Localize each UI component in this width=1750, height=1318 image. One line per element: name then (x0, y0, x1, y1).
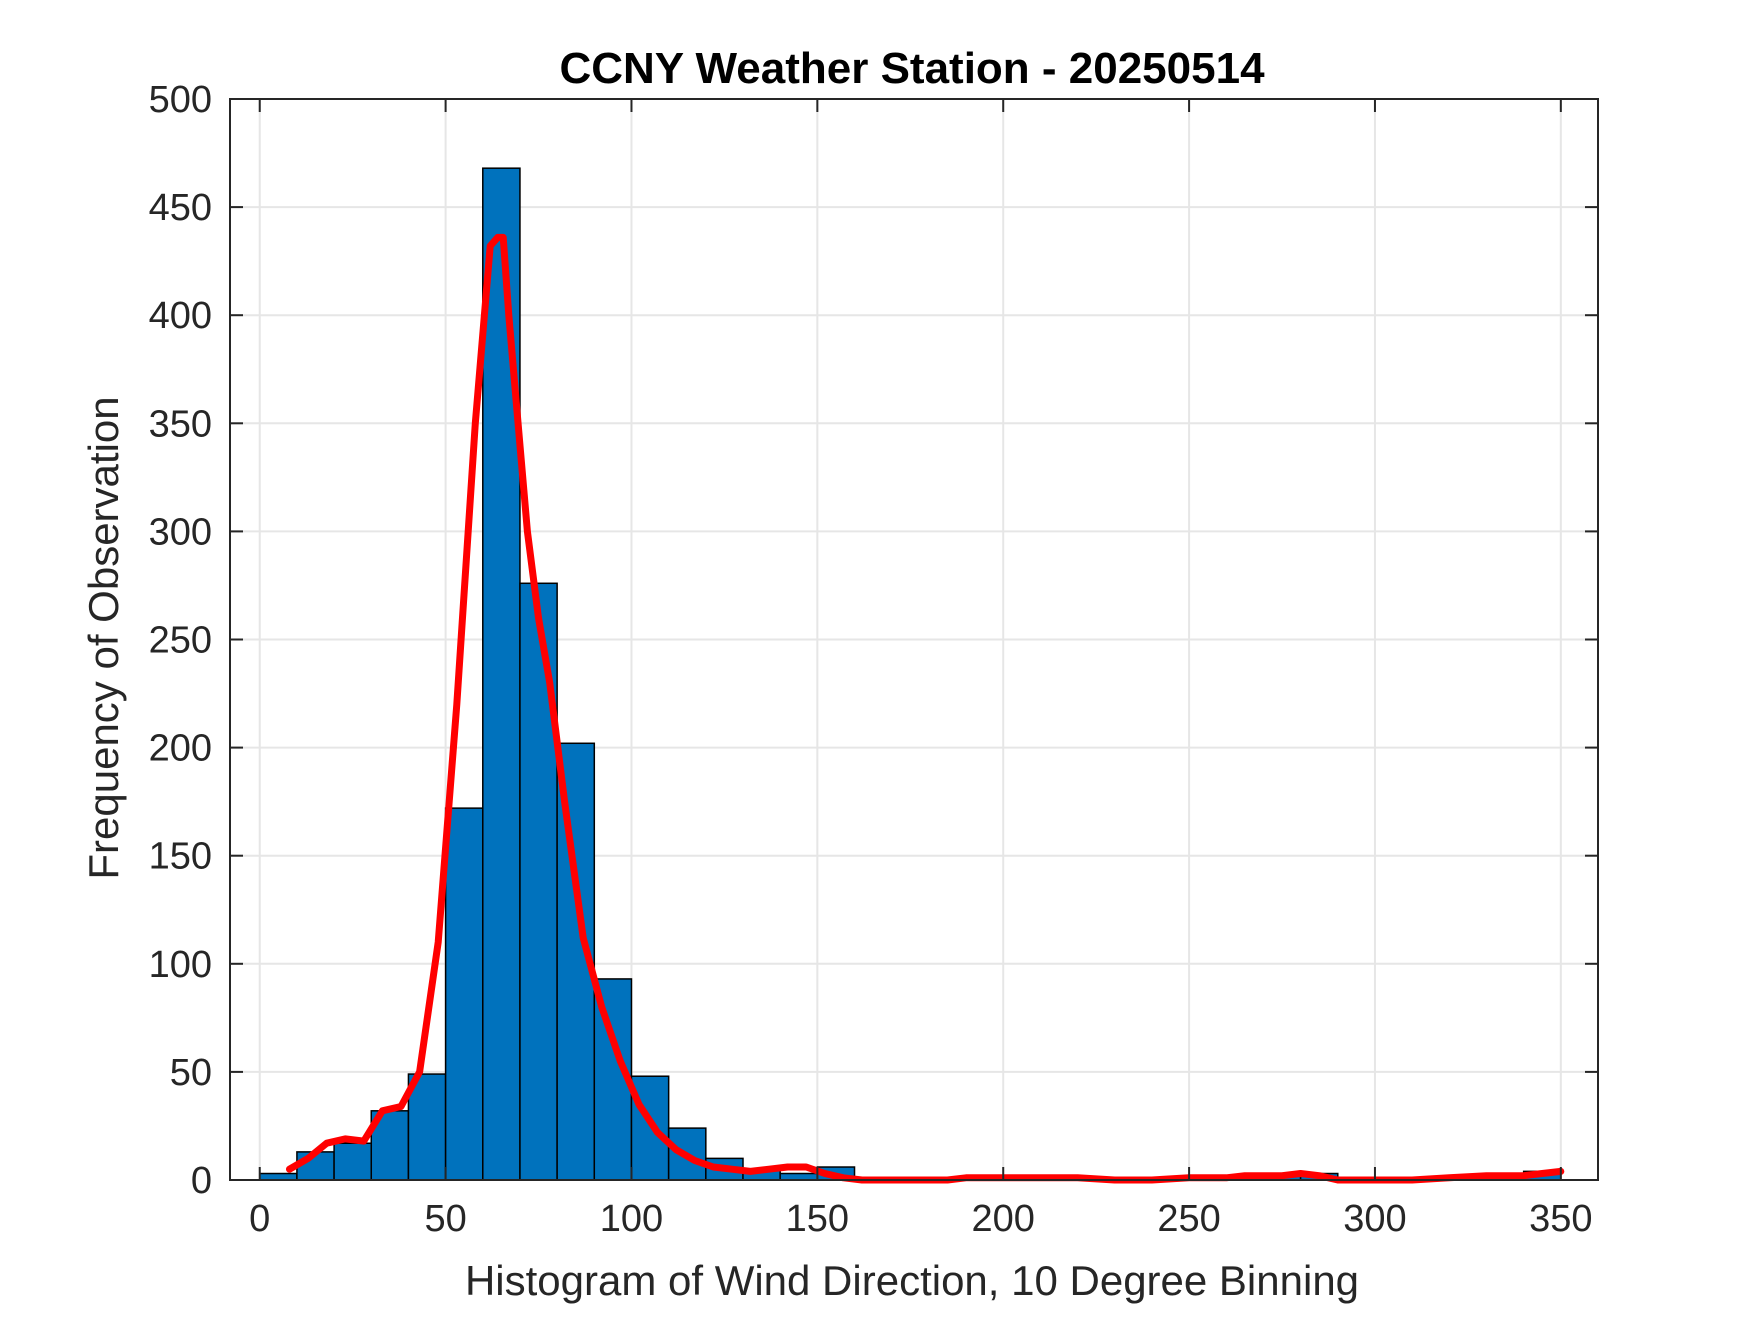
y-tick-label: 0 (191, 1160, 212, 1202)
histogram-bar (482, 167, 521, 1181)
y-tick-label: 200 (149, 728, 212, 770)
fit-curve-layer (286, 233, 1565, 1184)
y-tick-label: 250 (149, 620, 212, 662)
y-tick-label: 50 (170, 1052, 212, 1094)
x-tick-label: 150 (786, 1198, 849, 1240)
x-tick-label: 250 (1157, 1198, 1220, 1240)
x-tick-label: 0 (249, 1198, 270, 1240)
y-tick-label: 350 (149, 403, 212, 445)
x-tick-label: 50 (424, 1198, 466, 1240)
histogram-bar (519, 582, 558, 1181)
y-tick-label: 300 (149, 511, 212, 553)
y-tick-label: 500 (149, 79, 212, 121)
x-tick-label: 100 (600, 1198, 663, 1240)
axis-ticks: 0 50 100 150 200 250 300 350 0 50 100 150 200 250 300 3… (149, 79, 1598, 1240)
chart-title: CCNY Weather Station - 20250514 (559, 44, 1265, 93)
x-tick-label: 350 (1529, 1198, 1592, 1240)
y-tick-label: 100 (149, 944, 212, 986)
y-tick-label: 150 (149, 836, 212, 878)
y-axis-label: Frequency of Observation (80, 396, 127, 879)
x-axis-label: Histogram of Wind Direction, 10 Degree B… (465, 1257, 1359, 1304)
x-tick-label: 300 (1343, 1198, 1406, 1240)
histogram-bar (444, 807, 484, 1181)
histogram-bar (407, 1073, 447, 1181)
y-tick-label: 450 (149, 187, 212, 229)
histogram-bar (333, 1142, 373, 1181)
y-tick-label: 400 (149, 295, 212, 337)
x-tick-label: 200 (972, 1198, 1035, 1240)
fit-curve-line (286, 233, 1565, 1184)
